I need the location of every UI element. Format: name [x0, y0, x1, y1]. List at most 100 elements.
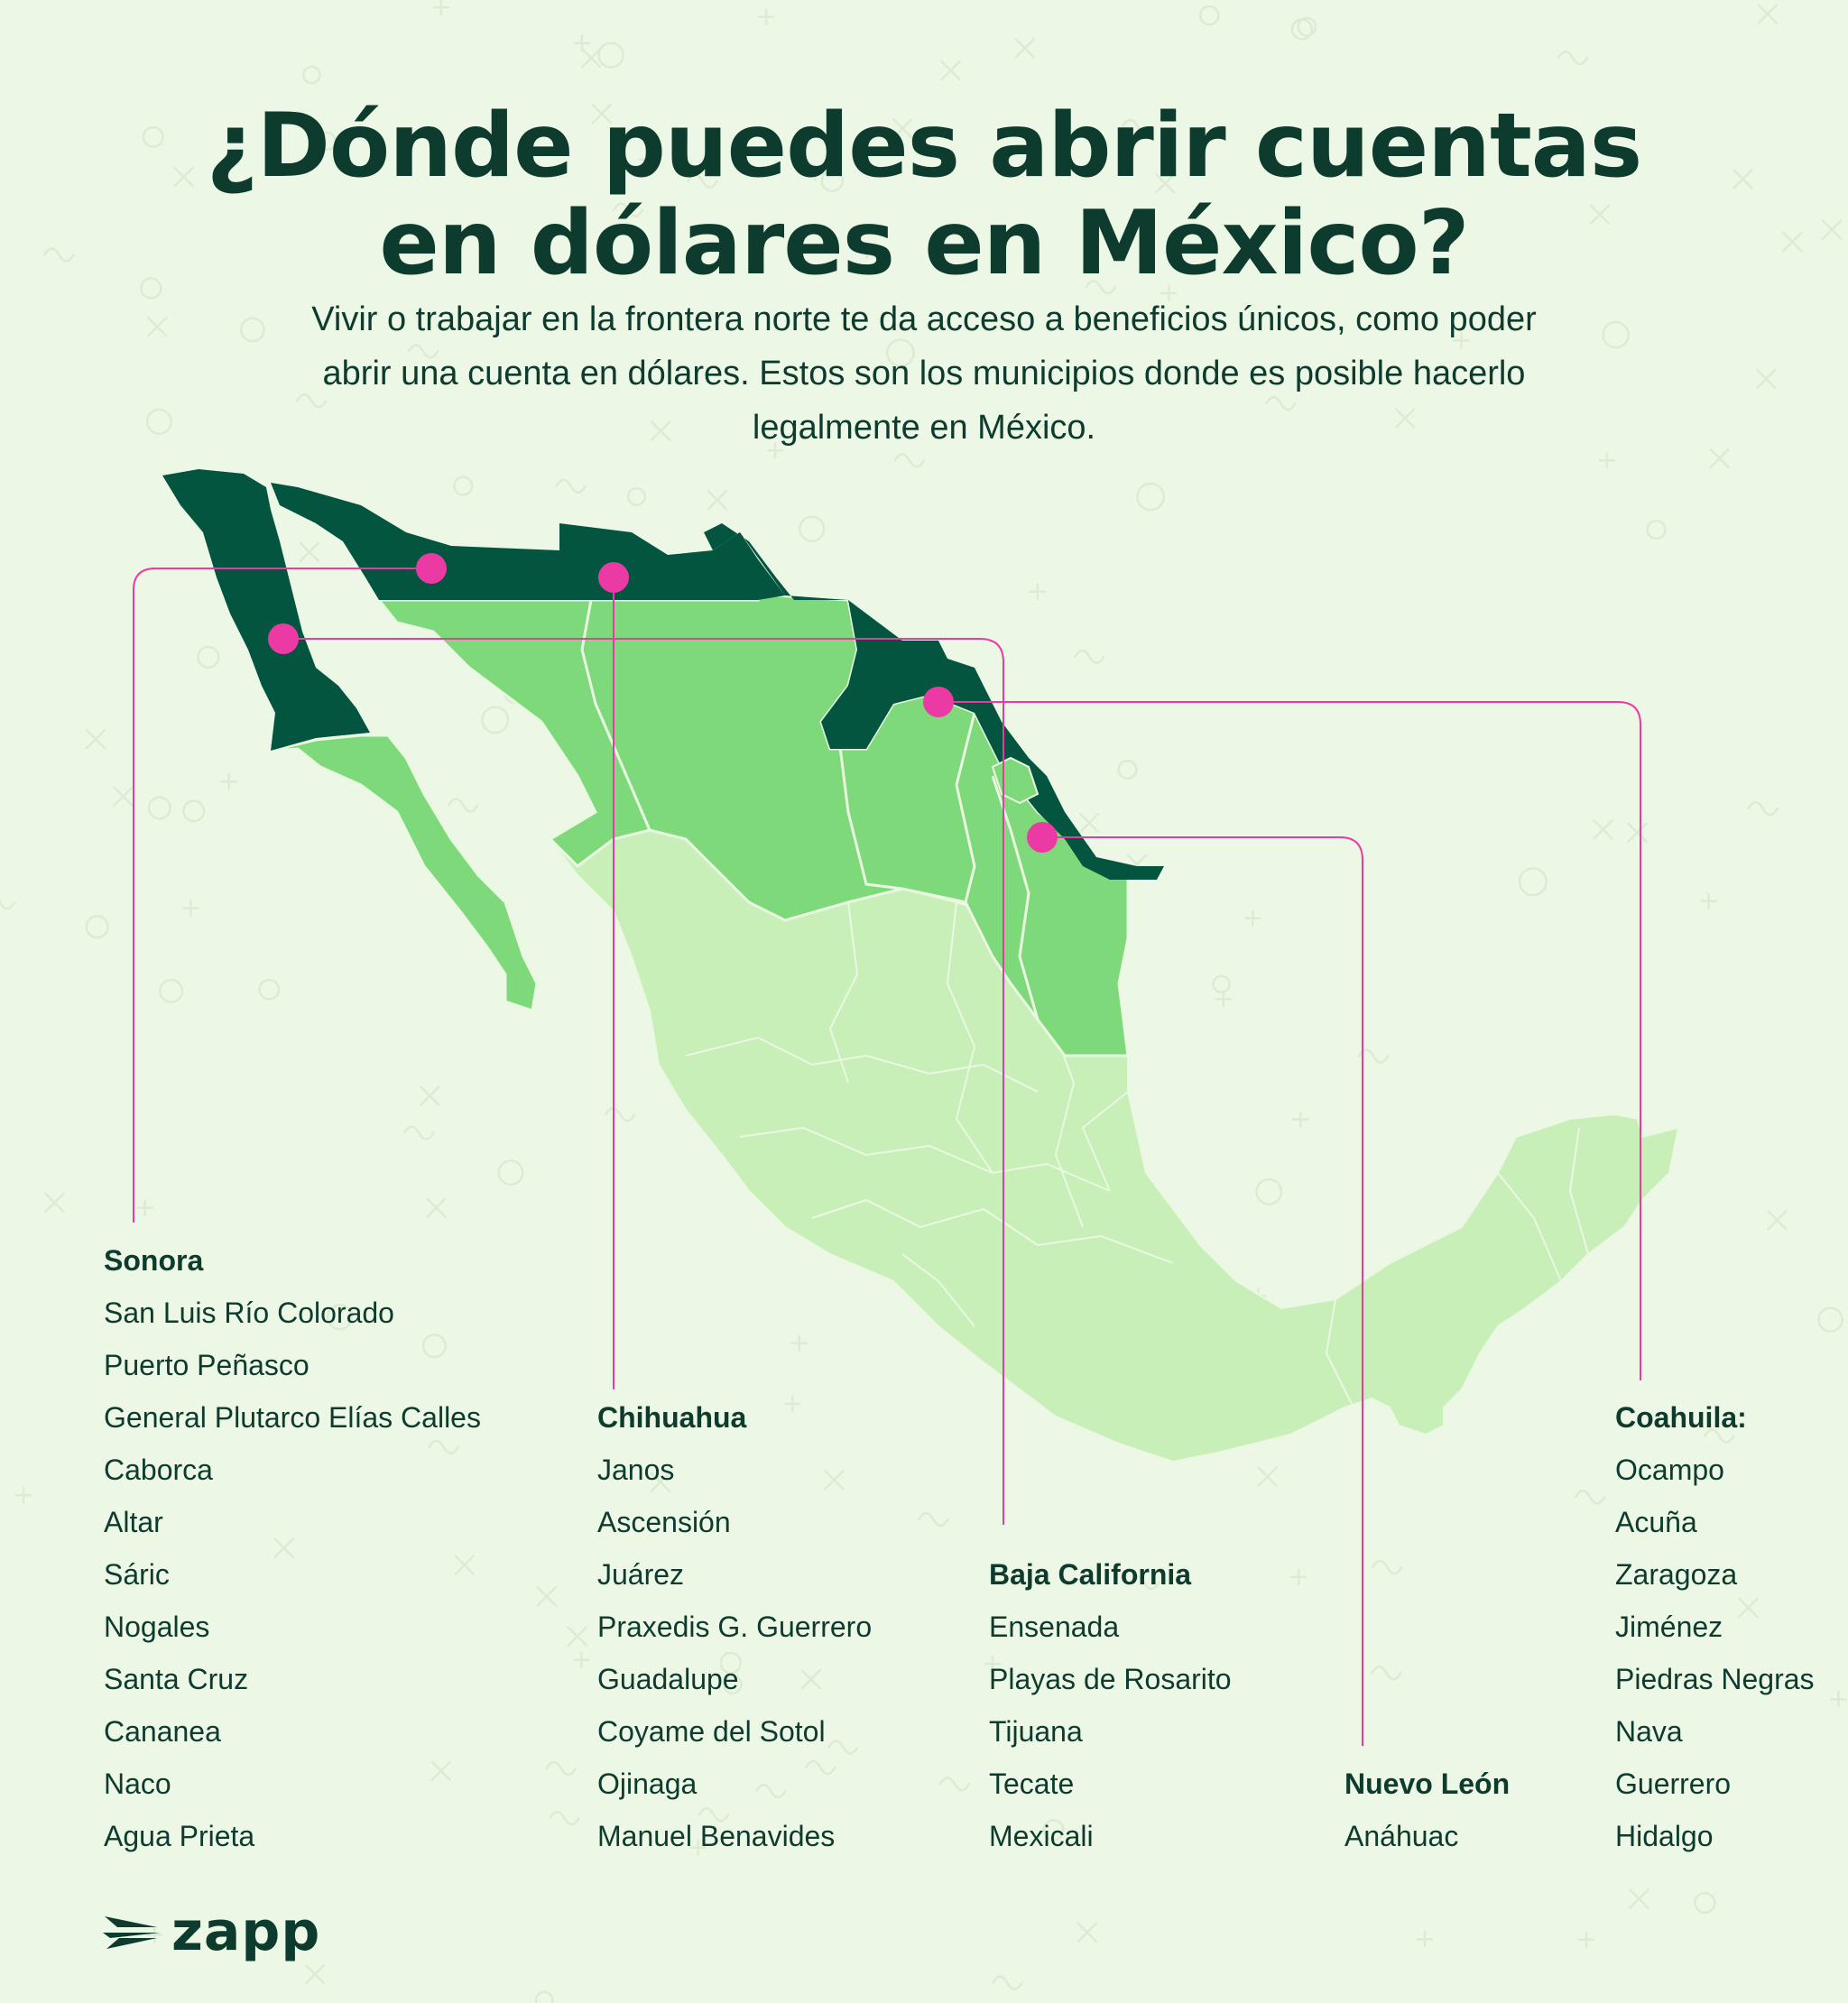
background-doodle [142, 125, 164, 148]
zapp-logo-text: zapp [171, 1900, 321, 1963]
marker-coahuila [923, 687, 954, 717]
background-doodle [938, 1777, 971, 1792]
state-column-nuevo-leon: Nuevo León Anáhuac [1344, 1758, 1510, 1862]
background-doodle [918, 1511, 949, 1528]
background-doodle [984, 1655, 1002, 1673]
background-doodle [1593, 819, 1613, 840]
background-doodle [1694, 1891, 1716, 1915]
municipality-item: Hidalgo [1615, 1820, 1714, 1852]
background-doodle [430, 1760, 452, 1782]
background-doodle [707, 489, 728, 511]
background-doodle [1703, 1428, 1735, 1444]
background-doodle [159, 978, 184, 1004]
background-doodle [1627, 822, 1648, 844]
background-doodle [1757, 4, 1779, 24]
background-doodle [1589, 204, 1611, 226]
map-border-strip-east [704, 523, 1164, 880]
background-doodle [1767, 1210, 1788, 1231]
municipality-item: Juárez [597, 1558, 685, 1591]
background-doodle [567, 1626, 588, 1647]
municipality-list: Janos Ascensión Juárez Praxedis G. Guerrero… [597, 1444, 872, 1862]
background-doodle [1085, 280, 1117, 295]
background-doodle [1128, 1574, 1160, 1591]
municipality-item: Tecate [989, 1768, 1075, 1800]
state-column-coahuila: Coahuila: Ocampo Acuña Zaragoza Jiménez Pied… [1615, 1391, 1815, 1862]
background-doodle [296, 393, 328, 409]
background-doodle [698, 1807, 730, 1823]
background-doodle [689, 1839, 707, 1857]
background-doodle [1416, 1931, 1434, 1948]
background-doodle [1297, 16, 1317, 37]
background-doodle [145, 408, 172, 435]
background-doodle [428, 1439, 459, 1455]
background-doodle [800, 1669, 821, 1690]
background-doodle [536, 1586, 558, 1607]
municipality-list: San Luis Río Colorado Puerto Peñasco Gener… [104, 1287, 481, 1862]
marker-nuevo-leon [1027, 822, 1058, 853]
background-doodle [1602, 320, 1630, 349]
background-doodle [1817, 1306, 1843, 1333]
background-doodle [1290, 18, 1314, 41]
state-column-chihuahua: Chihuahua Janos Ascensión Juárez Praxedis G… [597, 1391, 872, 1862]
background-doodle [1756, 368, 1777, 390]
background-doodle [783, 1395, 801, 1413]
background-doodle [1212, 974, 1231, 994]
background-doodle [807, 164, 824, 181]
background-doodle [299, 541, 320, 563]
municipality-item: San Luis Río Colorado [104, 1297, 394, 1329]
background-doodle [1646, 519, 1667, 540]
background-doodle [1265, 395, 1297, 411]
background-doodle [626, 486, 647, 506]
municipality-item: Ascensión [597, 1506, 731, 1538]
background-doodle [146, 316, 168, 337]
background-doodle [597, 42, 624, 69]
municipality-item: Caborca [104, 1454, 213, 1486]
background-doodle [886, 338, 915, 368]
municipality-item: Altar [104, 1506, 163, 1538]
background-doodle [1453, 332, 1470, 349]
leader-line-baja-california [283, 638, 1004, 1525]
background-doodle [893, 453, 926, 468]
title-line-2: en dólares en México? [379, 192, 1469, 295]
map-border-strip [162, 469, 370, 751]
background-doodle [113, 786, 134, 807]
background-doodle [197, 645, 220, 669]
background-doodle [755, 1783, 787, 1799]
background-doodle [612, 202, 644, 217]
background-doodle [497, 1159, 524, 1186]
map-baja-california-sur [270, 734, 539, 1012]
municipality-item: Zaragoza [1615, 1558, 1738, 1591]
background-doodle [1257, 1466, 1278, 1487]
municipality-item: Manuel Benavides [597, 1820, 836, 1852]
background-doodle [173, 166, 194, 188]
background-doodle [1518, 867, 1548, 897]
background-doodle [136, 1199, 153, 1216]
municipality-item: Naco [104, 1768, 171, 1800]
background-doodle [638, 151, 656, 169]
background-doodle [407, 344, 439, 359]
background-doodle [650, 1472, 671, 1492]
background-doodle [858, 242, 875, 259]
background-doodle [1198, 5, 1220, 26]
background-doodle [182, 900, 199, 917]
background-doodle [805, 1759, 836, 1776]
background-doodle [14, 1486, 32, 1504]
municipality-list: Anáhuac [1344, 1810, 1510, 1862]
background-doodle [453, 475, 474, 496]
background-doodle [824, 1470, 845, 1491]
background-doodle [1557, 51, 1589, 66]
state-name: Baja California [989, 1558, 1192, 1591]
background-doodle [1215, 991, 1233, 1008]
municipality-item: Nogales [104, 1611, 210, 1643]
marker-sonora [416, 553, 447, 584]
background-doodle [426, 1197, 447, 1218]
municipality-item: Coyame del Sotol [597, 1715, 826, 1748]
state-name: Coahuila: [1615, 1401, 1747, 1434]
background-doodle [448, 798, 479, 813]
background-doodle [239, 317, 265, 343]
municipality-item: Guerrero [1615, 1768, 1732, 1800]
background-doodle [790, 1334, 808, 1352]
background-doodle [421, 1334, 448, 1359]
